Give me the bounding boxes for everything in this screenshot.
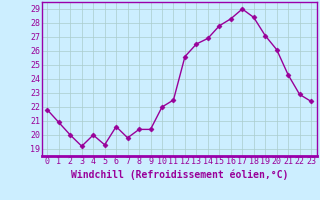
X-axis label: Windchill (Refroidissement éolien,°C): Windchill (Refroidissement éolien,°C) [70, 169, 288, 180]
